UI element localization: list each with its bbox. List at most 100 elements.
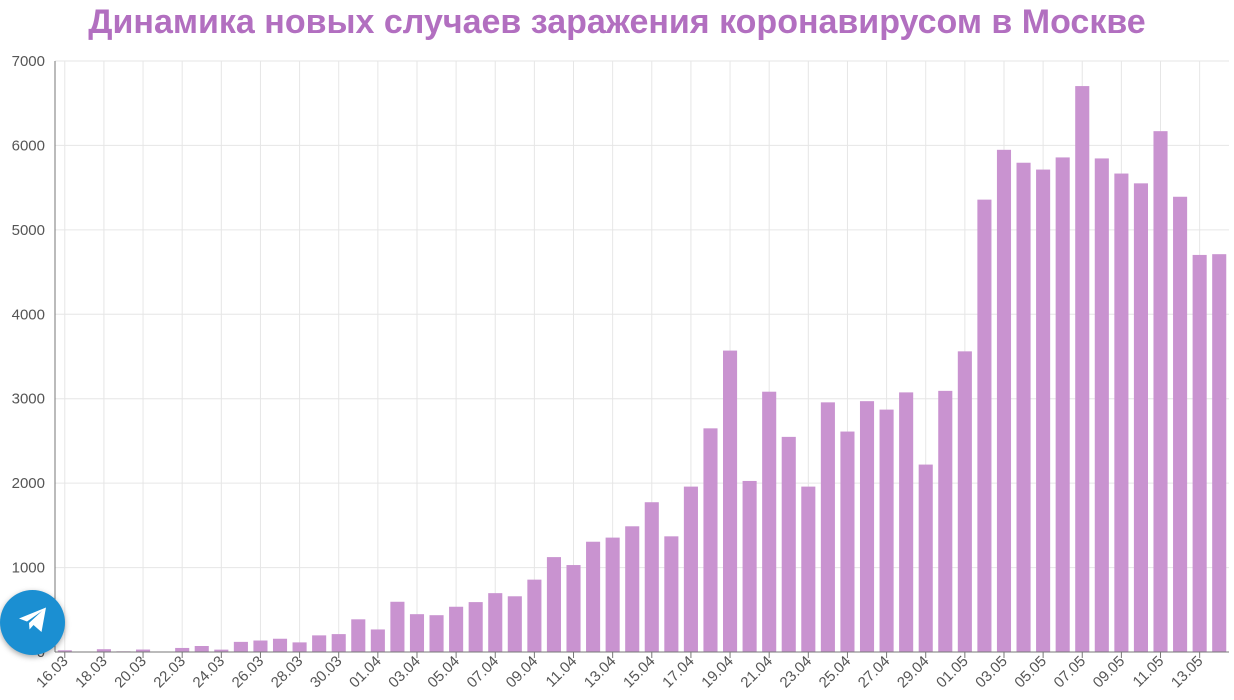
bar [1055,157,1070,653]
x-tick-label: 03.04 [385,653,424,692]
bar [175,647,190,652]
bar [625,526,640,652]
y-gridlines [55,60,1229,653]
x-tick-label: 09.05 [1090,653,1129,692]
bar [390,601,405,652]
y-tick-label: 7000 [12,53,45,70]
x-tick-label: 25.04 [816,653,855,692]
bar [957,351,972,652]
bar [781,436,796,652]
bar [546,557,561,652]
bar [507,596,522,652]
x-tick-labels: 16.03 18.03 20.03 22.03 24.03 26.03 28.03 30.03… [33,653,1206,692]
bar [820,402,835,652]
x-tick-label: 09.04 [503,653,542,692]
bar [527,579,542,652]
bar [57,650,72,652]
y-tick-labels: 01000200030004000500060007000 [12,53,45,661]
x-tick-label: 30.03 [307,653,346,692]
bar [605,537,620,652]
bar [723,350,738,652]
x-tick-label: 05.04 [424,653,463,692]
bar [331,634,346,652]
bar [468,602,483,652]
x-tick-label: 01.04 [346,653,385,692]
x-tick-label: 20.03 [111,653,150,692]
bar [449,606,464,652]
telegram-button[interactable] [0,590,65,655]
bar [1075,86,1090,652]
x-tick-label: 07.04 [464,653,503,692]
x-tick-label: 11.05 [1130,653,1168,691]
x-tick-label: 19.04 [698,653,737,692]
x-tick-label: 07.05 [1051,653,1090,692]
bar [96,649,111,652]
y-tick-label: 1000 [12,560,45,577]
bar [312,635,327,652]
bar [1133,183,1148,652]
x-tick-label: 13.05 [1168,653,1207,692]
x-tick-label: 15.04 [620,653,659,692]
x-gridlines [64,61,1201,658]
x-tick-label: 17.04 [659,653,698,692]
bar [233,641,248,652]
bar [742,480,757,652]
bar [859,401,875,652]
bar [801,486,816,652]
bar [586,541,601,652]
chart-title: Динамика новых случаев заражения коронав… [88,3,1146,41]
bar [1212,254,1227,652]
bar [938,390,953,652]
bar [292,642,307,652]
bar [409,614,425,652]
bar [488,593,503,652]
bars [57,86,1227,653]
bar [683,486,698,652]
bar [1192,254,1207,652]
x-tick-label: 28.03 [268,653,307,692]
bar [351,619,366,652]
y-tick-label: 5000 [12,222,45,239]
bar [272,638,288,652]
bar [703,428,718,652]
telegram-paper-plane-icon [18,606,48,639]
x-tick-label: 26.03 [229,653,268,692]
bar [253,640,268,652]
x-tick-label: 13.04 [581,653,620,692]
x-tick-label: 27.04 [855,653,894,692]
bar [214,649,229,652]
bar [644,502,659,652]
x-tick-label: 05.05 [1011,653,1050,692]
bar [1036,169,1051,653]
bar [899,392,914,652]
bar [977,199,992,652]
x-tick-label: 21.04 [737,653,776,692]
bar [1173,196,1188,652]
bar [1153,131,1168,652]
y-tick-label: 4000 [12,306,45,323]
bar [1094,158,1109,652]
bar [136,649,151,652]
y-tick-label: 3000 [12,391,45,408]
bar [664,536,679,652]
x-tick-label: 23.04 [777,653,816,692]
y-tick-label: 6000 [12,137,45,154]
bar [1114,173,1129,653]
bar [762,391,777,652]
x-tick-label: 24.03 [190,653,229,692]
x-tick-label: 01.05 [933,653,972,692]
y-tick-label: 2000 [12,475,45,492]
bar [194,646,209,652]
x-tick-label: 03.05 [972,653,1011,692]
x-tick-label: 18.03 [72,653,111,692]
bar [840,431,855,652]
bar [996,149,1012,653]
axes [54,61,1229,653]
bar [918,464,933,652]
bar [1016,162,1031,652]
bar [429,615,444,652]
x-tick-label: 22.03 [150,653,189,692]
bar [566,565,581,652]
x-tick-label: 29.04 [894,653,933,692]
